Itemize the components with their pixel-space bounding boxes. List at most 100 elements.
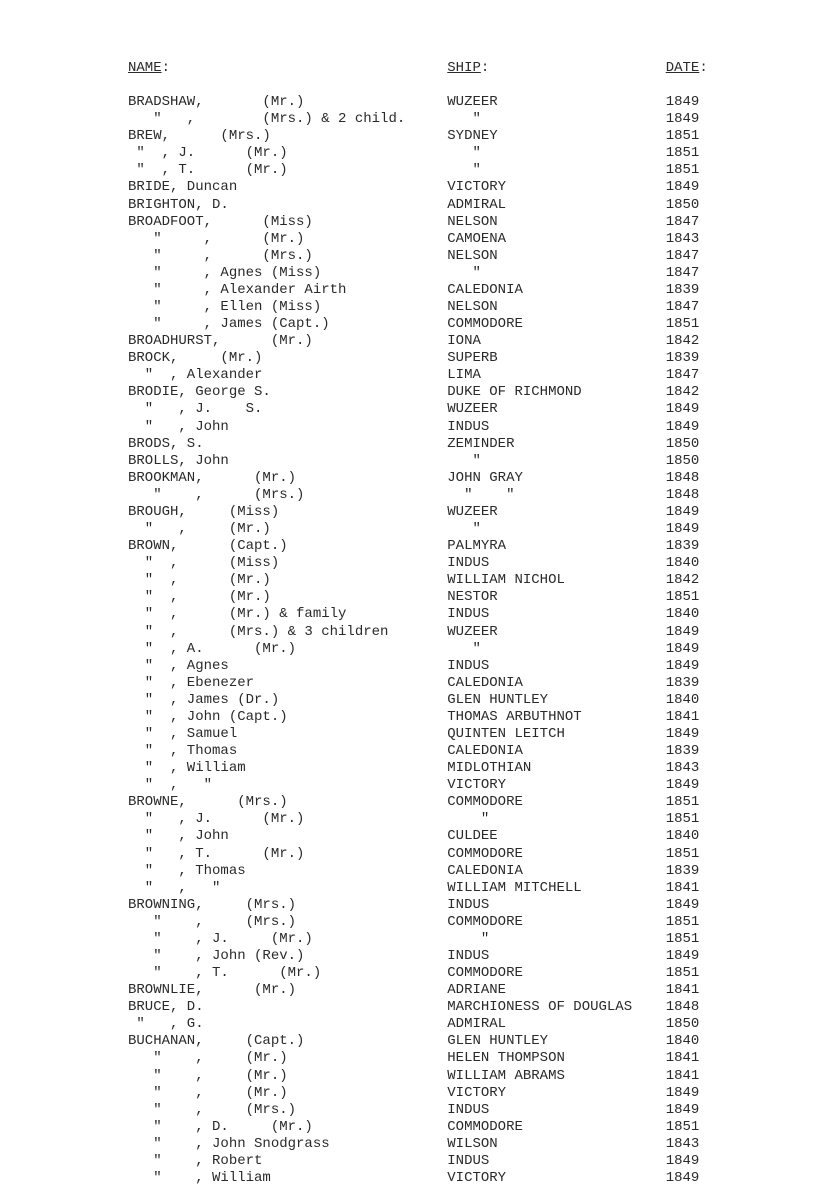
table-row: BROUGH, (Miss) WUZEER 1849	[128, 504, 816, 521]
cell-ship: "	[447, 811, 665, 827]
header-pad2	[489, 60, 665, 76]
header-pad	[170, 60, 447, 76]
cell-date: 1850	[666, 436, 700, 452]
table-row: " , James (Dr.) GLEN HUNTLEY 1840	[128, 692, 816, 709]
cell-date: 1847	[666, 214, 700, 230]
cell-name: " , John (Rev.)	[128, 948, 447, 964]
cell-date: 1841	[666, 880, 700, 896]
cell-ship: ADMIRAL	[447, 197, 665, 213]
cell-name: " , Alexander Airth	[128, 282, 447, 298]
table-row: " , John INDUS 1849	[128, 419, 816, 436]
cell-date: 1849	[666, 179, 700, 195]
cell-ship: INDUS	[447, 555, 665, 571]
table-header: NAME: SHIP: DATE:	[128, 60, 816, 77]
table-row: " , John (Capt.) THOMAS ARBUTHNOT 1841	[128, 709, 816, 726]
cell-name: BROOKMAN, (Mr.)	[128, 470, 447, 486]
cell-ship: COMMODORE	[447, 794, 665, 810]
cell-name: BROWNE, (Mrs.)	[128, 794, 447, 810]
cell-date: 1850	[666, 197, 700, 213]
table-row: " , J. (Mr.) " 1851	[128, 931, 816, 948]
cell-ship: WILLIAM NICHOL	[447, 572, 665, 588]
cell-date: 1847	[666, 265, 700, 281]
cell-name: " , J. (Mr.)	[128, 145, 447, 161]
cell-ship: CALEDONIA	[447, 743, 665, 759]
cell-name: " , (Mr.)	[128, 1050, 447, 1066]
cell-ship: WUZEER	[447, 401, 665, 417]
cell-ship: CALEDONIA	[447, 863, 665, 879]
cell-date: 1851	[666, 128, 700, 144]
table-row: " , (Mrs.) NELSON 1847	[128, 248, 816, 265]
cell-date: 1851	[666, 965, 700, 981]
cell-ship: NELSON	[447, 299, 665, 315]
cell-name: " , Ellen (Miss)	[128, 299, 447, 315]
cell-name: BROWNING, (Mrs.)	[128, 897, 447, 913]
table-row: " , (Mr.) WILLIAM ABRAMS 1841	[128, 1068, 816, 1085]
cell-date: 1839	[666, 350, 700, 366]
table-row: " , (Mr.) " 1849	[128, 521, 816, 538]
table-row: " , (Mr.) WILLIAM NICHOL 1842	[128, 572, 816, 589]
cell-ship: INDUS	[447, 419, 665, 435]
col-date: DATE	[666, 60, 700, 76]
table-row: BROWNING, (Mrs.) INDUS 1849	[128, 897, 816, 914]
table-row: BRUCE, D. MARCHIONESS OF DOUGLAS 1848	[128, 999, 816, 1016]
cell-date: 1849	[666, 948, 700, 964]
table-row: BUCHANAN, (Capt.) GLEN HUNTLEY 1840	[128, 1033, 816, 1050]
cell-ship: COMMODORE	[447, 965, 665, 981]
cell-name: " , J. (Mr.)	[128, 931, 447, 947]
cell-date: 1848	[666, 999, 700, 1015]
cell-date: 1849	[666, 726, 700, 742]
cell-name: " , (Mrs.) & 2 child.	[128, 111, 447, 127]
table-row: " , (Mrs.) & 2 child. " 1849	[128, 111, 816, 128]
table-row: " , D. (Mr.) COMMODORE 1851	[128, 1119, 816, 1136]
cell-ship: THOMAS ARBUTHNOT	[447, 709, 665, 725]
cell-date: 1851	[666, 914, 700, 930]
cell-date: 1848	[666, 470, 700, 486]
table-row: " , William VICTORY 1849	[128, 1170, 816, 1187]
table-row: " , T. (Mr.) COMMODORE 1851	[128, 965, 816, 982]
cell-date: 1851	[666, 846, 700, 862]
table-row: BROADFOOT, (Miss) NELSON 1847	[128, 214, 816, 231]
cell-date: 1840	[666, 1033, 700, 1049]
cell-date: 1848	[666, 487, 700, 503]
cell-ship: SYDNEY	[447, 128, 665, 144]
cell-name: " , D. (Mr.)	[128, 1119, 447, 1135]
table-row: " , " VICTORY 1849	[128, 777, 816, 794]
cell-ship: "	[447, 521, 665, 537]
cell-ship: GLEN HUNTLEY	[447, 1033, 665, 1049]
table-row: " , " WILLIAM MITCHELL 1841	[128, 880, 816, 897]
cell-ship: JOHN GRAY	[447, 470, 665, 486]
table-row: " , Robert INDUS 1849	[128, 1153, 816, 1170]
table-row: " , John CULDEE 1840	[128, 828, 816, 845]
cell-name: " , (Mr.)	[128, 589, 447, 605]
cell-date: 1841	[666, 1068, 700, 1084]
cell-name: " , (Miss)	[128, 555, 447, 571]
cell-ship: INDUS	[447, 948, 665, 964]
table-row: " , (Mrs.) & 3 children WUZEER 1849	[128, 624, 816, 641]
table-row: BROCK, (Mr.) SUPERB 1839	[128, 350, 816, 367]
table-row: " , J. S. WUZEER 1849	[128, 401, 816, 418]
cell-ship: WILLIAM MITCHELL	[447, 880, 665, 896]
cell-ship: NESTOR	[447, 589, 665, 605]
cell-ship: GLEN HUNTLEY	[447, 692, 665, 708]
table-row: " , J. (Mr.) " 1851	[128, 811, 816, 828]
cell-name: " , Robert	[128, 1153, 447, 1169]
cell-name: " , William	[128, 760, 447, 776]
cell-name: " , "	[128, 777, 447, 793]
cell-date: 1839	[666, 675, 700, 691]
col-ship: SHIP	[447, 60, 481, 76]
cell-name: " , "	[128, 880, 447, 896]
cell-name: BRIDE, Duncan	[128, 179, 447, 195]
cell-ship: CAMOENA	[447, 231, 665, 247]
table-row: " , A. (Mr.) " 1849	[128, 641, 816, 658]
cell-date: 1849	[666, 401, 700, 417]
cell-date: 1840	[666, 606, 700, 622]
table-row: BRIDE, Duncan VICTORY 1849	[128, 179, 816, 196]
cell-date: 1849	[666, 1170, 700, 1186]
cell-ship: MARCHIONESS OF DOUGLAS	[447, 999, 665, 1015]
cell-ship: COMMODORE	[447, 1119, 665, 1135]
table-row: BRODS, S. ZEMINDER 1850	[128, 436, 816, 453]
cell-name: " , A. (Mr.)	[128, 641, 447, 657]
cell-date: 1849	[666, 658, 700, 674]
cell-name: " , (Mrs.)	[128, 487, 447, 503]
cell-ship: LIMA	[447, 367, 665, 383]
